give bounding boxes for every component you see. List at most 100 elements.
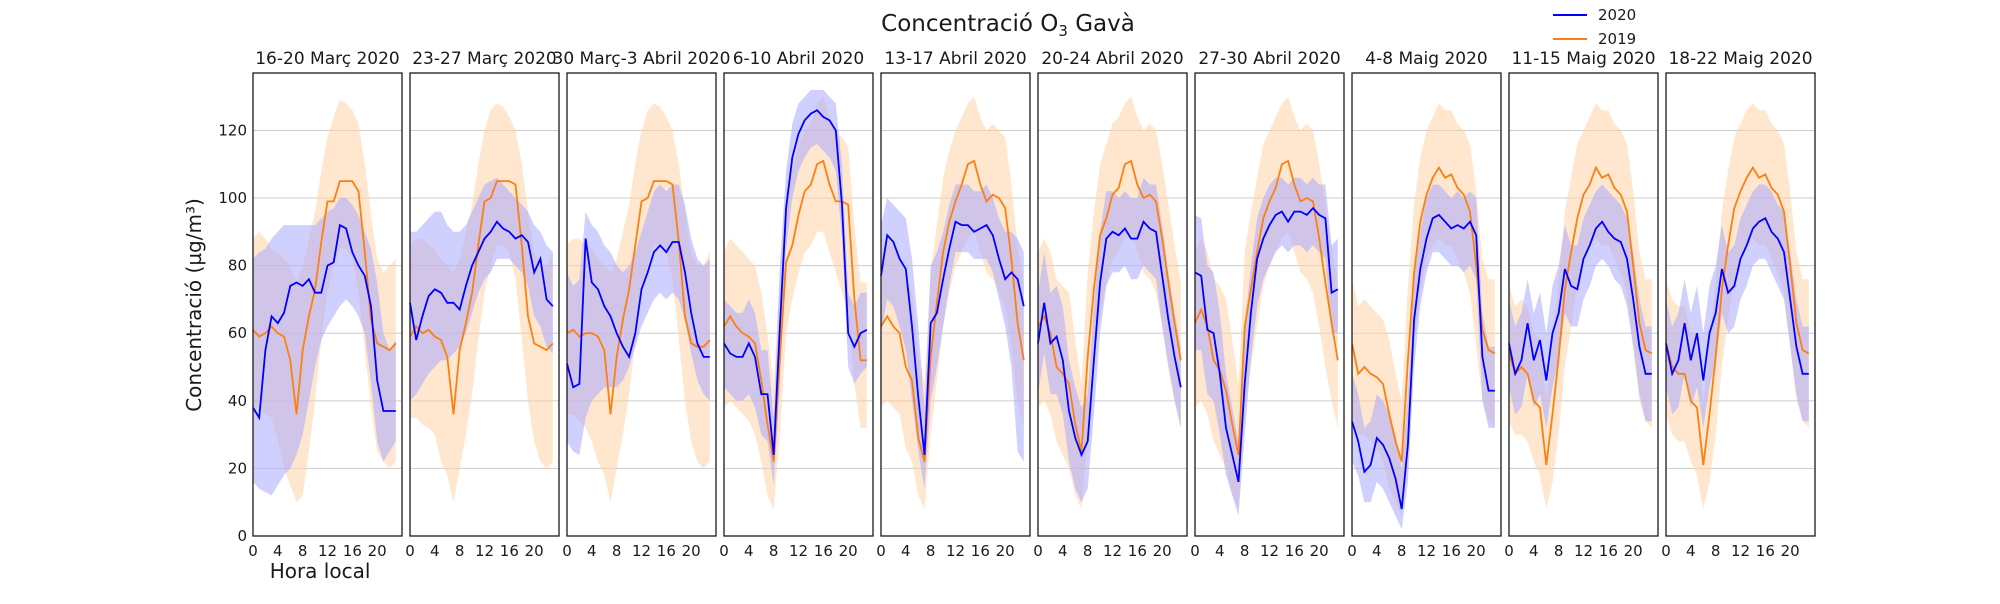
x-tick-label: 0 [1190,542,1200,560]
series-line-2020 [880,220,1025,455]
panel-4: 6-10 Abril 2020 0 4 8 12 16 20 [719,49,874,560]
x-tick-label: 12 [318,542,337,560]
x-tick-label: 0 [1033,542,1043,560]
x-tick-label: 4 [1372,542,1382,560]
y-tick-label: 120 [218,121,247,139]
band-2020 [1195,177,1338,516]
x-tick-label: 8 [1554,542,1564,560]
band-2020 [1038,177,1181,503]
x-tick-label: 4 [430,542,440,560]
x-tick-label: 16 [1285,542,1304,560]
x-tick-label: 20 [839,542,858,560]
x-tick-label: 12 [946,542,965,560]
series-line-2020 [252,223,396,421]
panel-frame [1508,72,1659,537]
x-tick-label: 0 [248,542,258,560]
panel-frame [1351,72,1502,537]
x-tick-label: 0 [1504,542,1514,560]
panel-frame [723,72,874,537]
y-tick-label: 40 [228,392,247,410]
x-tick-label: 0 [719,542,729,560]
y-axis-label: Concentració (µg/m³) [182,198,206,412]
series-line-2019 [880,159,1025,462]
panel-5: 13-17 Abril 2020 0 4 8 12 16 20 [876,49,1031,560]
series-line-2019 [1351,165,1496,462]
panel-title: 4-8 Maig 2020 [1365,49,1487,69]
y-tick-label: 20 [228,459,247,477]
panel-title: 13-17 Abril 2020 [884,49,1026,69]
series-line-2019 [1508,165,1653,466]
chart-title: Concentració O3 Gavà [881,11,1135,40]
x-tick-label: 8 [455,542,465,560]
x-tick-label: 16 [814,542,833,560]
x-tick-label: 16 [343,542,362,560]
series-line-2020 [409,220,554,341]
legend-label-2020: 2020 [1598,6,1636,24]
series-line-2020 [1508,220,1652,381]
x-tick-label: 20 [682,542,701,560]
x-tick-label: 20 [1467,542,1486,560]
x-tick-label: 4 [1529,542,1539,560]
y-tick-label: 80 [228,257,247,275]
panel-title: 6-10 Abril 2020 [733,49,865,69]
x-tick-label: 0 [1661,542,1671,560]
band-2020 [1352,184,1495,530]
panel-7: 27-30 Abril 2020 0 4 8 12 16 20 [1190,49,1345,560]
x-tick-label: 20 [1624,542,1643,560]
x-tick-label: 4 [744,542,754,560]
x-tick-label: 16 [1128,542,1147,560]
y-tick-label: 60 [228,324,247,342]
x-tick-label: 20 [1781,542,1800,560]
x-tick-label: 16 [500,542,519,560]
panel-9: 11-15 Maig 2020 0 4 8 12 16 20 [1504,49,1659,560]
x-tick-label: 20 [368,542,387,560]
panel-frame [1037,72,1188,537]
x-tick-label: 4 [1058,542,1068,560]
x-tick-label: 20 [1310,542,1329,560]
x-tick-label: 0 [876,542,886,560]
x-tick-label: 12 [1574,542,1593,560]
band-2020 [567,184,710,455]
panel-frame [409,72,560,537]
x-tick-label: 12 [1417,542,1436,560]
series-line-2019 [409,180,554,415]
x-tick-label: 8 [926,542,936,560]
x-tick-label: 0 [405,542,415,560]
x-tick-label: 12 [475,542,494,560]
x-tick-label: 16 [657,542,676,560]
x-tick-label: 8 [1397,542,1407,560]
panel-title: 27-30 Abril 2020 [1198,49,1340,69]
x-tick-label: 8 [1711,542,1721,560]
x-tick-label: 16 [1756,542,1775,560]
panel-title: 11-15 Maig 2020 [1511,49,1655,69]
band-2020 [410,177,553,401]
x-tick-label: 4 [587,542,597,560]
panel-8: 4-8 Maig 2020 0 4 8 12 16 20 [1347,49,1502,560]
panel-frame [1665,72,1816,537]
x-tick-label: 12 [632,542,651,560]
series-line-2020 [723,109,868,455]
x-tick-label: 8 [298,542,308,560]
legend: 2020 2019 [1553,6,1636,48]
y-tick-label: 100 [218,189,247,207]
x-tick-label: 12 [1731,542,1750,560]
x-tick-label: 12 [1103,542,1122,560]
panel-title: 18-22 Maig 2020 [1668,49,1812,69]
x-tick-label: 16 [971,542,990,560]
panel-frame [566,72,717,537]
series-line-2020 [1351,213,1495,510]
x-axis-label: Hora local [270,559,371,583]
series-line-2020 [1037,220,1182,458]
x-tick-label: 0 [562,542,572,560]
x-tick-label: 8 [1083,542,1093,560]
series-line-2019 [723,159,867,462]
x-tick-label: 4 [273,542,283,560]
panel-title: 20-24 Abril 2020 [1041,49,1183,69]
x-tick-label: 20 [1153,542,1172,560]
panel-6: 20-24 Abril 2020 0 4 8 12 16 20 [1033,49,1188,560]
